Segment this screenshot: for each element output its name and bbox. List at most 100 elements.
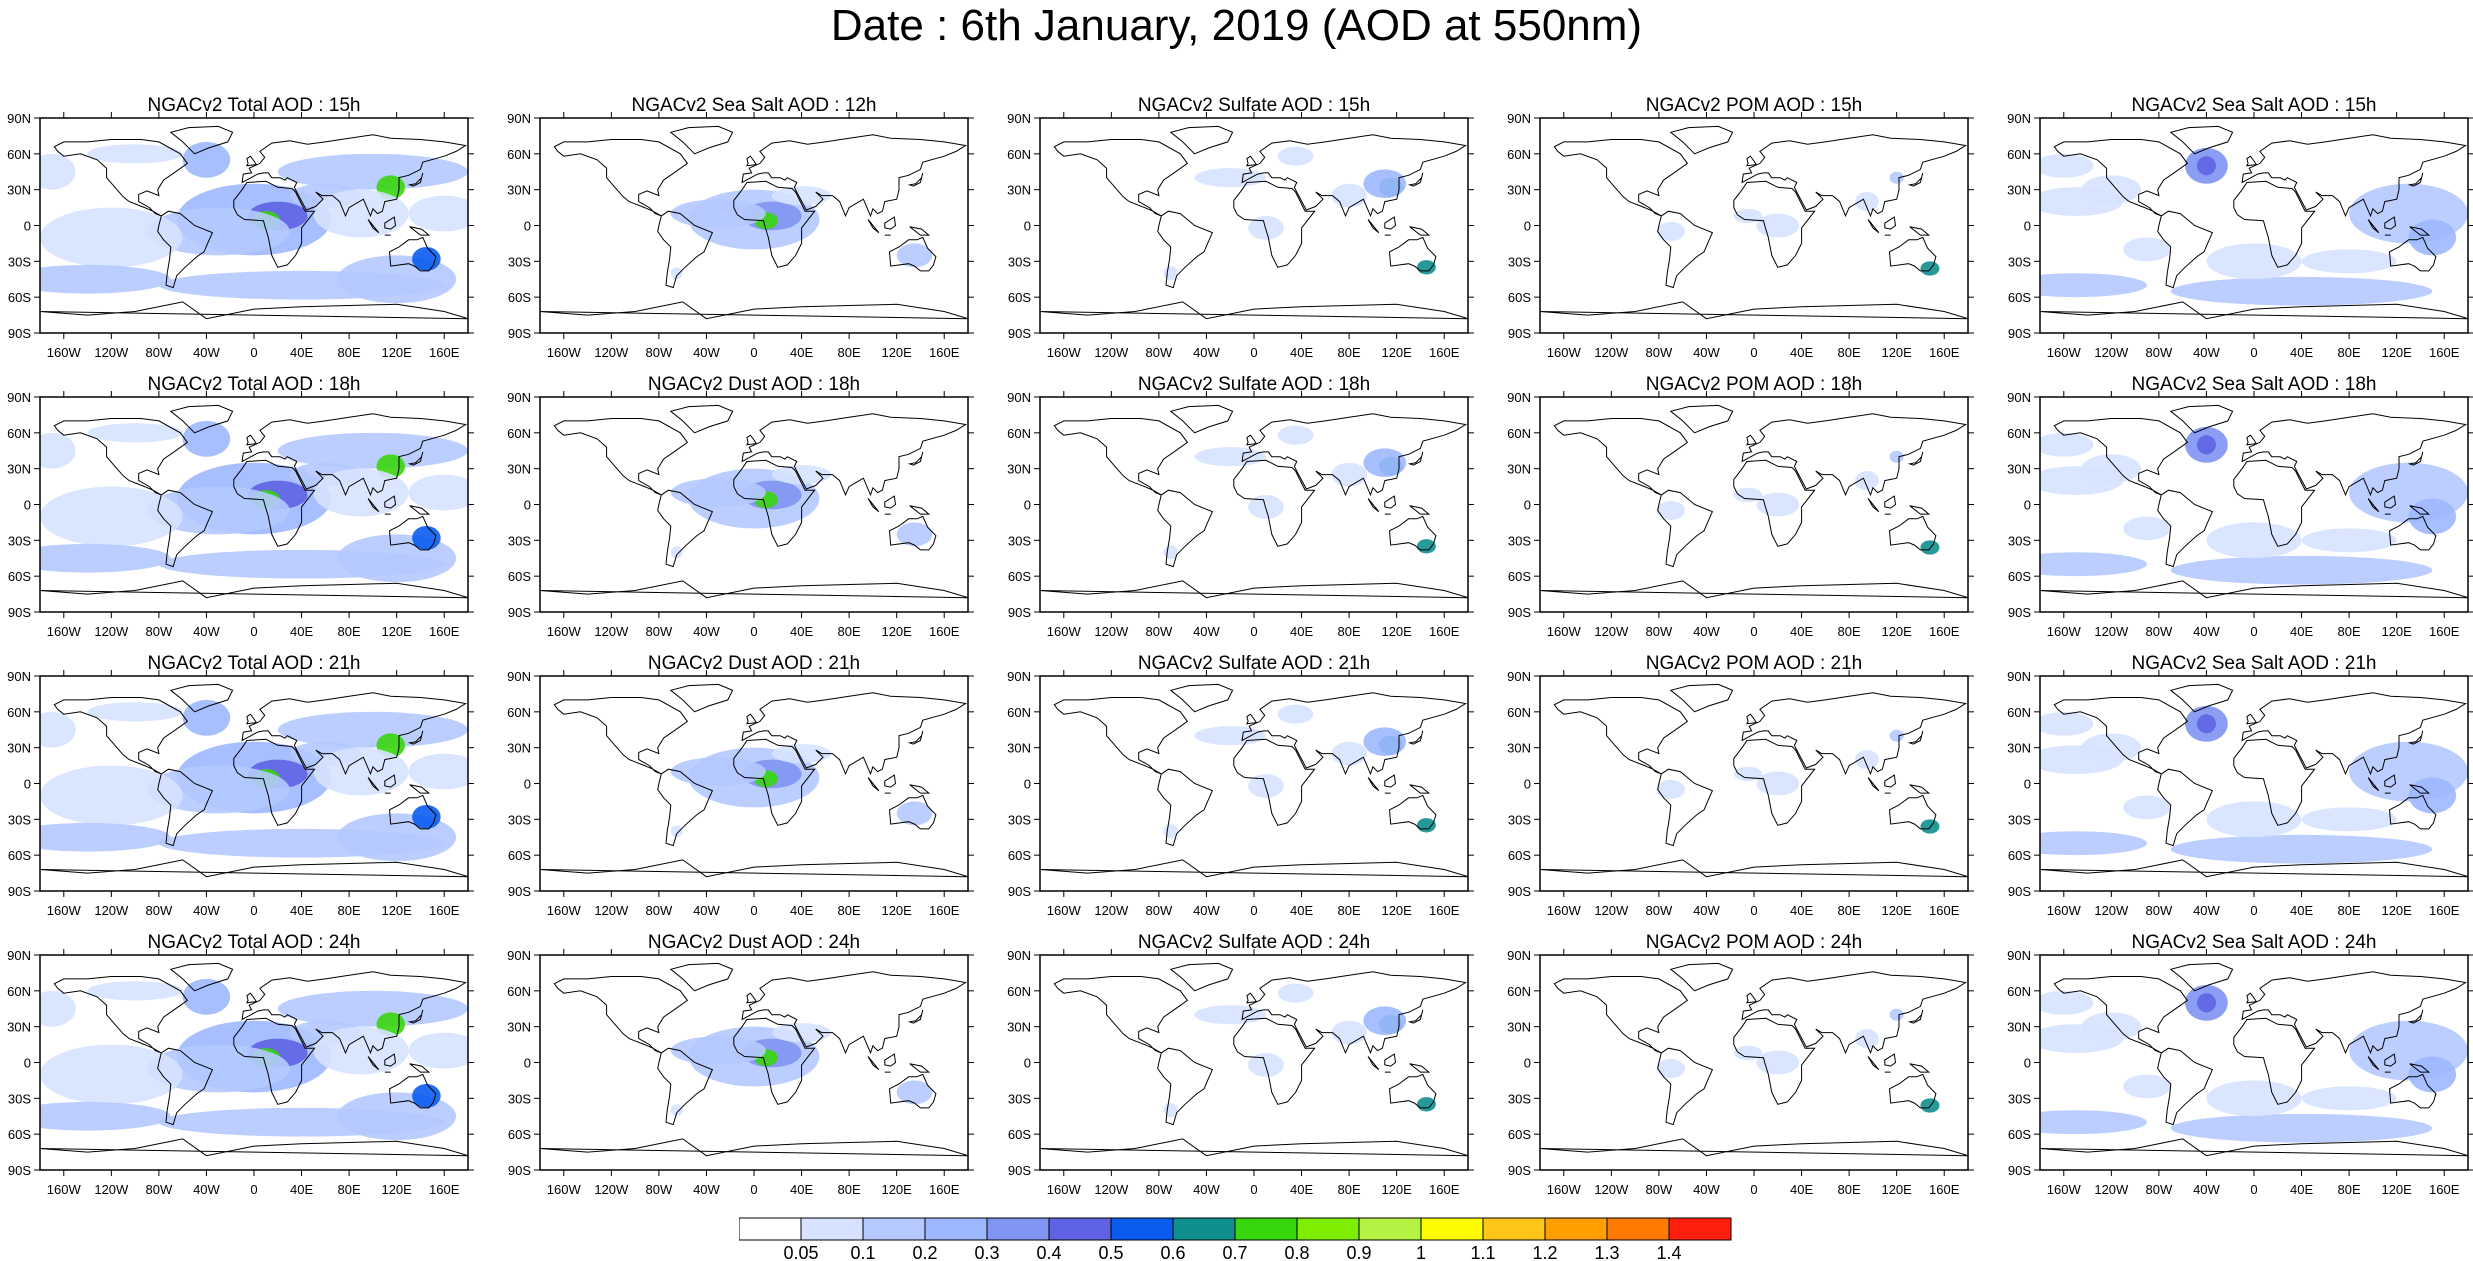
- coastline: [2241, 134, 2467, 218]
- map-panel: NGACv2 Sulfate AOD : 24h 90N 60N 30N 0 30S 60S…: [1007, 931, 1474, 1210]
- aerosol-patch: [670, 757, 766, 786]
- coastline: [1367, 777, 1380, 792]
- lat-tick-label: 90N: [1007, 669, 1031, 684]
- aerosol-patch: [277, 153, 468, 190]
- lat-tick-label: 90N: [507, 948, 531, 963]
- coastline: [553, 697, 689, 775]
- aerosol-patch: [1855, 471, 1879, 491]
- coastline: [2241, 692, 2467, 776]
- panel-title: NGACv2 Sea Salt AOD : 15h: [2131, 95, 2377, 116]
- aerosol-patch: [2123, 237, 2171, 262]
- coastline: [1040, 1138, 1468, 1157]
- coastline: [367, 219, 380, 234]
- lat-tick-label: 0: [524, 777, 531, 792]
- coastline: [1367, 219, 1380, 234]
- aerosol-patch: [182, 699, 231, 736]
- lon-tick-label: 80E: [2338, 345, 2361, 360]
- coastline: [553, 976, 689, 1054]
- lon-tick-label: 160E: [929, 345, 960, 360]
- lat-tick-label: 30N: [507, 741, 531, 756]
- aerosol-patch: [87, 981, 183, 1001]
- coastline: [746, 992, 758, 1004]
- lat-tick-label: 60S: [1008, 569, 1031, 584]
- lon-tick-label: 120W: [594, 345, 629, 360]
- lat-tick-label: 90S: [508, 326, 531, 341]
- lon-tick-label: 40W: [1693, 624, 1720, 639]
- coastline: [157, 210, 214, 289]
- lat-tick-label: 0: [1524, 219, 1531, 234]
- coastline: [1907, 730, 1924, 745]
- lat-tick-label: 30S: [1508, 533, 1531, 548]
- lon-tick-label: 120W: [94, 345, 129, 360]
- lat-tick-label: 30S: [508, 1091, 531, 1106]
- lon-tick-label: 120W: [1094, 345, 1129, 360]
- coastline: [169, 404, 234, 434]
- lon-tick-label: 0: [2250, 903, 2257, 918]
- lon-tick-label: 160E: [2429, 1182, 2460, 1197]
- lon-tick-label: 40E: [790, 345, 813, 360]
- lon-tick-label: 40W: [193, 345, 220, 360]
- lon-tick-label: 160W: [547, 903, 582, 918]
- world-map: 90N 60N 30N 0 30S 60S 90S 160W 120W 80W 40W 0 40E 80E…: [507, 948, 974, 1197]
- lat-tick-label: 90N: [1007, 948, 1031, 963]
- lon-tick-label: 0: [1250, 624, 1257, 639]
- coastline: [1233, 459, 1316, 547]
- coastline: [1157, 210, 1214, 289]
- map-panel: NGACv2 Sea Salt AOD : 21h 90N 60N 30N 0 30S 60…: [2007, 652, 2473, 931]
- lon-tick-label: 120E: [2381, 345, 2412, 360]
- lon-tick-label: 0: [1250, 903, 1257, 918]
- coastline: [909, 505, 931, 515]
- panel-title: NGACv2 Dust AOD : 21h: [647, 653, 861, 674]
- aerosol-patch: [2408, 498, 2457, 535]
- coastline: [2157, 489, 2214, 568]
- coastline: [2407, 451, 2424, 466]
- panel-title: NGACv2 Total AOD : 15h: [147, 95, 361, 116]
- coastline: [1733, 459, 1816, 547]
- lat-tick-label: 30N: [1507, 462, 1531, 477]
- aerosol-patch: [1889, 171, 1904, 184]
- lat-tick-label: 0: [524, 498, 531, 513]
- lat-tick-label: 60S: [2008, 290, 2031, 305]
- lon-tick-label: 40E: [1790, 624, 1813, 639]
- lon-tick-label: 0: [750, 624, 757, 639]
- lon-tick-label: 80W: [2146, 1182, 2173, 1197]
- aerosol-patch: [2081, 175, 2142, 204]
- world-map: 90N 60N 30N 0 30S 60S 90S 160W 120W 80W 40W 0 40E 80E…: [1507, 948, 1974, 1197]
- map-panel: NGACv2 Total AOD : 21h 90N 60N 30N 0 30S 60S 90…: [7, 652, 474, 931]
- coastline: [733, 738, 816, 826]
- lat-tick-label: 30N: [1007, 741, 1031, 756]
- coastline: [157, 489, 214, 568]
- coastline: [384, 1053, 397, 1067]
- lat-tick-label: 60N: [7, 147, 31, 162]
- lon-tick-label: 80E: [1838, 345, 1861, 360]
- coastline: [384, 216, 397, 230]
- lon-tick-label: 0: [2250, 1182, 2257, 1197]
- coastline: [1741, 692, 1967, 776]
- aerosol-patch: [896, 801, 933, 826]
- lon-tick-label: 40W: [1693, 345, 1720, 360]
- lon-tick-label: 40W: [1193, 345, 1220, 360]
- lat-tick-label: 90S: [2008, 605, 2031, 620]
- coastline: [1040, 580, 1468, 599]
- lon-tick-label: 160E: [1929, 1182, 1960, 1197]
- coastline: [2367, 777, 2380, 792]
- lat-tick-label: 60N: [2007, 147, 2031, 162]
- lon-tick-label: 120E: [1881, 345, 1912, 360]
- aerosol-patch: [670, 1104, 683, 1117]
- aerosol-patch: [2408, 219, 2457, 256]
- colorbar-swatch: [800, 1217, 864, 1241]
- lat-tick-label: 30N: [1507, 741, 1531, 756]
- lat-tick-label: 0: [2024, 1056, 2031, 1071]
- coastline: [1241, 971, 1467, 1055]
- lat-tick-label: 30N: [1507, 183, 1531, 198]
- coastline: [1867, 777, 1880, 792]
- coastline: [1909, 226, 1931, 236]
- lat-tick-label: 90N: [1507, 669, 1531, 684]
- aerosol-patch: [1363, 448, 1407, 478]
- map-frame: [1539, 117, 1969, 334]
- aerosol-patch: [1855, 192, 1879, 212]
- lon-tick-label: 0: [1750, 1182, 1757, 1197]
- lat-tick-label: 60N: [2007, 705, 2031, 720]
- lat-tick-label: 90S: [1508, 605, 1531, 620]
- lat-tick-label: 30S: [2008, 533, 2031, 548]
